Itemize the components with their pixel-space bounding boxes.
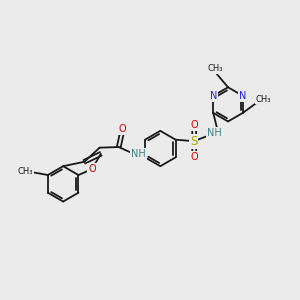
Text: NH: NH <box>207 128 222 138</box>
Text: S: S <box>190 135 197 148</box>
Text: N: N <box>210 91 217 101</box>
Text: CH₃: CH₃ <box>17 167 33 176</box>
Text: O: O <box>88 164 96 174</box>
Text: O: O <box>190 120 198 130</box>
Text: NH: NH <box>131 149 146 159</box>
Text: O: O <box>118 124 126 134</box>
Text: N: N <box>239 91 247 101</box>
Text: O: O <box>190 152 198 162</box>
Text: CH₃: CH₃ <box>256 94 271 103</box>
Text: CH₃: CH₃ <box>208 64 223 73</box>
